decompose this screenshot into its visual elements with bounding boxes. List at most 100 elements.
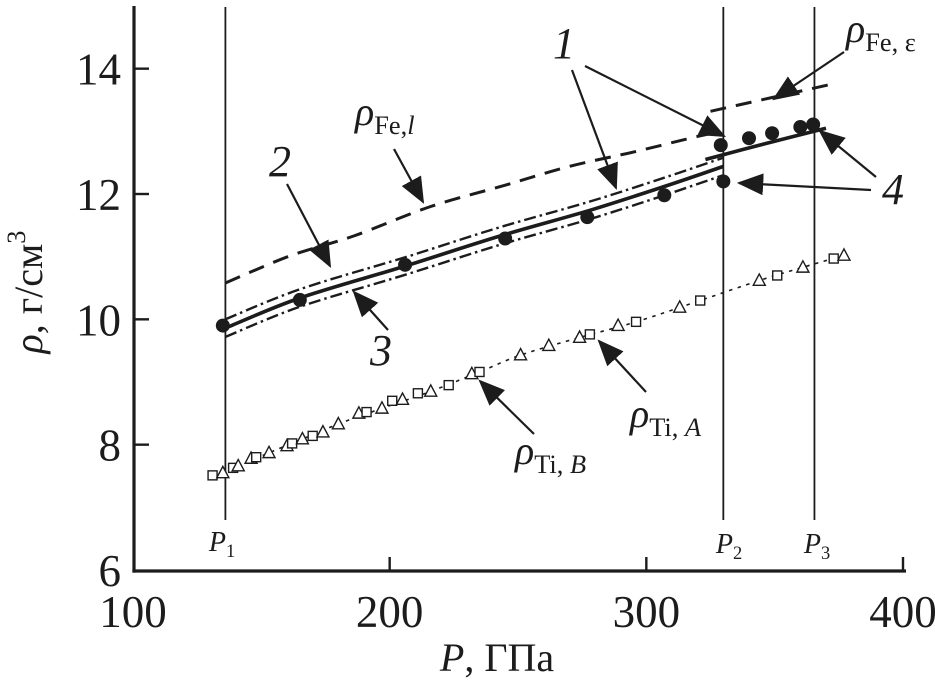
text-segment: P <box>208 527 226 558</box>
annotation-arrow-label-rho-ti-a <box>597 339 647 393</box>
series-fe-exp-low <box>215 174 731 333</box>
data-point-triangle <box>541 337 556 352</box>
tick-label-y-14: 14 <box>76 45 121 95</box>
annotation-label-rho-fe-eps: ρFe, ε <box>844 6 916 57</box>
data-point-square <box>250 452 262 463</box>
annotation-label-2: 2 <box>269 137 291 186</box>
data-point-triangle <box>610 317 626 332</box>
annotation-arrow-label-rho-ti-b <box>478 379 535 435</box>
text-segment: 12 <box>76 170 121 220</box>
data-point-circle <box>580 210 595 225</box>
text-segment: l <box>407 110 414 140</box>
annotation-label-rho-ti-b: ρTi, B <box>513 428 586 479</box>
data-point-square <box>207 470 218 481</box>
text-segment: , ГПа <box>464 635 554 680</box>
annotation-arrow-label-4 <box>736 173 872 196</box>
data-point-circle <box>498 231 513 246</box>
data-point-circle <box>657 188 672 203</box>
data-point-triangle <box>513 347 528 361</box>
tick-label-x-300: 300 <box>613 587 681 637</box>
text-segment: ρ <box>628 391 649 436</box>
text-segment: 300 <box>613 587 681 637</box>
data-point-square <box>772 270 783 281</box>
text-segment: Ti, <box>534 449 570 479</box>
tick-label-y-10: 10 <box>76 295 121 345</box>
text-segment: 2 <box>269 137 291 186</box>
data-point-circle <box>398 257 413 272</box>
data-point-triangle <box>374 400 390 414</box>
text-segment: 100 <box>99 587 167 637</box>
annotation-label-rho-fe-l: ρFe,l <box>353 89 415 140</box>
text-segment: 3 <box>1 231 31 244</box>
annotation-arrow-label-1 <box>584 65 726 137</box>
tick-label-y-6: 6 <box>99 546 122 596</box>
annotation-arrow-label-rho-fe-eps <box>772 51 845 101</box>
series-fe-calc-lower <box>224 174 724 339</box>
text-segment: 3 <box>369 326 392 375</box>
data-point-triangle <box>572 329 587 344</box>
annotation-arrow-label-rho-fe-l <box>393 148 425 204</box>
data-point-triangle <box>395 391 410 406</box>
data-point-square <box>286 438 298 449</box>
axis-title-y: ρ, г/см3 <box>1 231 51 356</box>
text-segment: 200 <box>356 587 424 637</box>
text-segment: P <box>439 635 464 680</box>
data-point-square <box>387 395 398 406</box>
data-point-triangle <box>315 424 331 438</box>
annotation-arrow-label-2 <box>286 183 332 268</box>
data-point-circle <box>793 119 808 134</box>
data-point-square <box>361 406 372 418</box>
text-segment: ρ <box>513 428 534 473</box>
text-segment: 1 <box>553 19 575 68</box>
series-fe-epsilon-dashed <box>710 82 835 113</box>
tick-label-y-8: 8 <box>99 421 122 471</box>
text-segment: 10 <box>76 295 121 345</box>
data-point-circle <box>806 117 821 132</box>
tick-label-y-12: 12 <box>76 170 121 220</box>
data-point-square <box>828 253 839 264</box>
series-fe-epsilon-solid <box>704 126 827 162</box>
annotation-arrow-label-1 <box>570 69 618 191</box>
data-point-square <box>630 316 642 328</box>
text-segment: 1 <box>226 541 235 561</box>
series-fe-exp-high <box>713 117 821 153</box>
annotation-label-4: 4 <box>882 165 904 214</box>
text-segment: 3 <box>821 543 830 563</box>
annotation-label-3: 3 <box>369 326 392 375</box>
data-point-circle <box>292 292 307 307</box>
data-point-circle <box>215 318 230 333</box>
annotation-arrow-label-4 <box>818 129 877 178</box>
data-point-circle <box>713 138 728 153</box>
annotation-arrow-label-3 <box>352 290 389 331</box>
data-point-triangle <box>331 415 346 430</box>
data-point-triangle <box>231 457 246 472</box>
data-point-square <box>584 329 596 340</box>
data-point-triangle <box>295 431 310 445</box>
series-ti-connect <box>212 254 845 477</box>
tick-label-x-200: 200 <box>356 587 424 637</box>
data-point-triangle <box>795 259 811 273</box>
text-segment: P <box>803 529 821 560</box>
series-ti-exp <box>207 247 852 481</box>
text-segment: 400 <box>869 587 935 637</box>
text-segment: , г/см <box>6 244 51 335</box>
ref-line-label-P2: P2 <box>715 529 742 563</box>
data-point-square <box>412 388 424 399</box>
data-point-triangle <box>752 272 767 286</box>
data-point-triangle <box>261 444 277 459</box>
text-segment: 4 <box>882 165 904 214</box>
text-segment: 2 <box>733 543 742 563</box>
data-point-square <box>474 366 485 378</box>
ref-line-label-P1: P1 <box>208 527 235 561</box>
text-segment: 6 <box>99 546 122 596</box>
text-segment: B <box>570 449 586 479</box>
series-fe-calc-upper <box>224 156 724 321</box>
series-fe-liquid-dashed <box>224 129 722 285</box>
data-point-triangle <box>423 383 438 397</box>
text-segment: 14 <box>76 45 121 95</box>
ref-line-label-P3: P3 <box>803 529 830 563</box>
text-segment: ρ <box>353 89 374 134</box>
data-point-triangle <box>836 247 852 261</box>
